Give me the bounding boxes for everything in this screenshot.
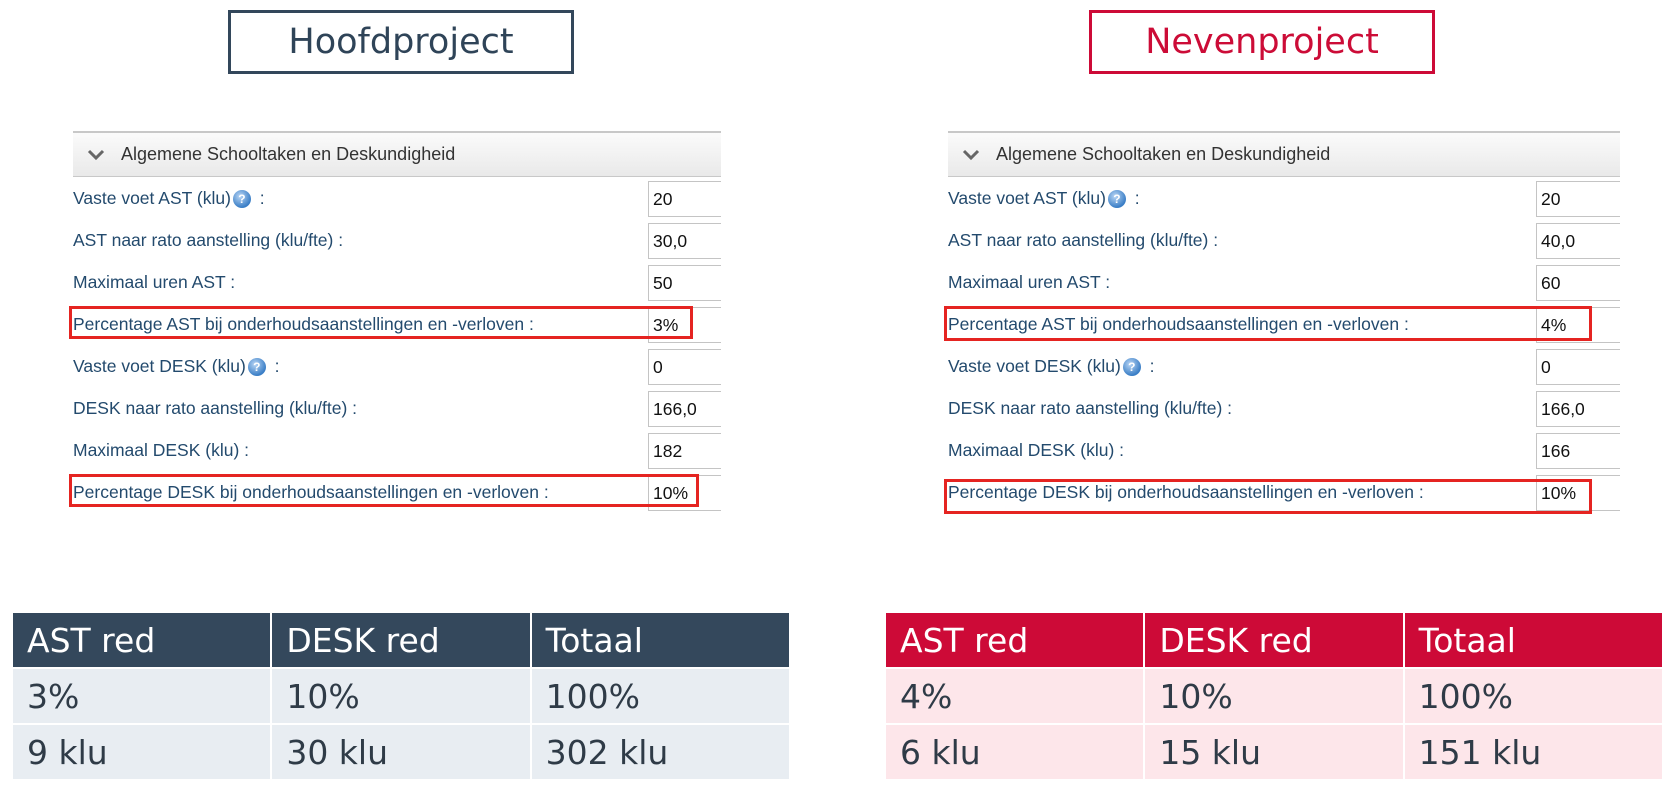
setting-value-field[interactable]: 166,0 [648, 391, 721, 427]
setting-label: Percentage DESK bij onderhoudsaanstellin… [948, 481, 1424, 502]
table-row: 4% 10% 100% [883, 667, 1665, 725]
setting-value-field[interactable]: 40,0 [1536, 223, 1620, 259]
setting-label: Maximaal uren AST : [73, 271, 236, 292]
setting-row-ast-naar-rato: AST naar rato aanstelling (klu/fte) : 30… [73, 219, 721, 261]
table-cell: 15 klu [1143, 723, 1405, 781]
setting-label: Percentage AST bij onderhoudsaanstelling… [73, 313, 534, 334]
column-header: AST red [10, 611, 273, 669]
help-icon[interactable]: ? [247, 357, 266, 376]
hoofdproject-title: Hoofdproject [228, 10, 574, 74]
setting-label: Maximaal DESK (klu) : [73, 439, 250, 460]
table-cell: 302 klu [529, 723, 792, 781]
panel-header-label: Algemene Schooltaken en Deskundigheid [121, 144, 456, 164]
nevenproject-summary-table: AST red DESK red Totaal 4% 10% 100% 6 kl… [883, 611, 1665, 781]
setting-value-field[interactable]: 10% [1536, 475, 1620, 511]
setting-label: Percentage DESK bij onderhoudsaanstellin… [73, 481, 549, 502]
setting-value-field[interactable]: 30,0 [648, 223, 721, 259]
table-header-row: AST red DESK red Totaal [10, 611, 792, 669]
table-row: 9 klu 30 klu 302 klu [10, 723, 792, 781]
nevenproject-title: Nevenproject [1089, 10, 1435, 74]
column-header: Totaal [1402, 611, 1665, 669]
setting-row-percentage-ast: Percentage AST bij onderhoudsaanstelling… [73, 303, 721, 345]
setting-row-vaste-voet-desk: Vaste voet DESK (klu)? : 0 [73, 345, 721, 387]
column-header: DESK red [1143, 611, 1405, 669]
panel-header-label: Algemene Schooltaken en Deskundigheid [996, 144, 1331, 164]
table-header-row: AST red DESK red Totaal [883, 611, 1665, 669]
setting-row-percentage-desk: Percentage DESK bij onderhoudsaanstellin… [73, 471, 721, 513]
setting-label: DESK naar rato aanstelling (klu/fte) : [73, 397, 358, 418]
table-cell: 100% [1402, 667, 1665, 725]
setting-row-vaste-voet-desk: Vaste voet DESK (klu)? : 0 [948, 345, 1620, 387]
setting-row-vaste-voet-ast: Vaste voet AST (klu)? : 20 [73, 177, 721, 219]
setting-row-desk-naar-rato: DESK naar rato aanstelling (klu/fte) : 1… [948, 387, 1620, 429]
setting-value-field[interactable]: 166,0 [1536, 391, 1620, 427]
setting-label: Maximaal DESK (klu) : [948, 439, 1125, 460]
help-icon[interactable]: ? [1122, 357, 1141, 376]
table-cell: 10% [1143, 667, 1405, 725]
column-header: AST red [883, 611, 1146, 669]
setting-row-desk-naar-rato: DESK naar rato aanstelling (klu/fte) : 1… [73, 387, 721, 429]
table-cell: 100% [529, 667, 792, 725]
setting-label: AST naar rato aanstelling (klu/fte) : [73, 229, 344, 250]
chevron-down-icon[interactable] [85, 144, 107, 166]
table-cell: 30 klu [270, 723, 532, 781]
setting-value-field[interactable]: 0 [1536, 349, 1620, 385]
help-icon[interactable]: ? [232, 189, 251, 208]
setting-row-ast-naar-rato: AST naar rato aanstelling (klu/fte) : 40… [948, 219, 1620, 261]
setting-row-maximaal-uren-ast: Maximaal uren AST : 60 [948, 261, 1620, 303]
setting-row-percentage-ast: Percentage AST bij onderhoudsaanstelling… [948, 303, 1620, 345]
table-row: 6 klu 15 klu 151 klu [883, 723, 1665, 781]
table-cell: 151 klu [1402, 723, 1665, 781]
panel-header[interactable]: Algemene Schooltaken en Deskundigheid [73, 131, 721, 177]
column-header: Totaal [529, 611, 792, 669]
setting-row-vaste-voet-ast: Vaste voet AST (klu)? : 20 [948, 177, 1620, 219]
table-row: 3% 10% 100% [10, 667, 792, 725]
setting-label: AST naar rato aanstelling (klu/fte) : [948, 229, 1219, 250]
setting-value-field[interactable]: 4% [1536, 307, 1620, 343]
setting-value-field[interactable]: 60 [1536, 265, 1620, 301]
setting-value-field[interactable]: 50 [648, 265, 721, 301]
setting-label: Vaste voet DESK (klu)? : [948, 355, 1155, 376]
setting-row-maximaal-uren-ast: Maximaal uren AST : 50 [73, 261, 721, 303]
setting-value-field[interactable]: 0 [648, 349, 721, 385]
help-icon[interactable]: ? [1107, 189, 1126, 208]
table-cell: 9 klu [10, 723, 273, 781]
setting-value-field[interactable]: 3% [648, 307, 721, 343]
setting-label: DESK naar rato aanstelling (klu/fte) : [948, 397, 1233, 418]
table-cell: 3% [10, 667, 273, 725]
setting-value-field[interactable]: 182 [648, 433, 721, 469]
setting-row-maximaal-desk: Maximaal DESK (klu) : 182 [73, 429, 721, 471]
setting-value-field[interactable]: 20 [648, 181, 721, 217]
chevron-down-icon[interactable] [960, 144, 982, 166]
table-cell: 10% [270, 667, 532, 725]
setting-label: Maximaal uren AST : [948, 271, 1111, 292]
panel-header[interactable]: Algemene Schooltaken en Deskundigheid [948, 131, 1620, 177]
setting-value-field[interactable]: 20 [1536, 181, 1620, 217]
setting-value-field[interactable]: 166 [1536, 433, 1620, 469]
setting-label: Percentage AST bij onderhoudsaanstelling… [948, 313, 1409, 334]
setting-label: Vaste voet DESK (klu)? : [73, 355, 280, 376]
hoofdproject-summary-table: AST red DESK red Totaal 3% 10% 100% 9 kl… [10, 611, 792, 781]
column-header: DESK red [270, 611, 532, 669]
setting-label: Vaste voet AST (klu)? : [73, 187, 265, 208]
table-cell: 6 klu [883, 723, 1146, 781]
table-cell: 4% [883, 667, 1146, 725]
hoofdproject-settings-panel: Algemene Schooltaken en Deskundigheid Va… [73, 131, 721, 515]
setting-row-percentage-desk: Percentage DESK bij onderhoudsaanstellin… [948, 471, 1620, 513]
setting-value-field[interactable]: 10% [648, 475, 721, 511]
setting-label: Vaste voet AST (klu)? : [948, 187, 1140, 208]
nevenproject-settings-panel: Algemene Schooltaken en Deskundigheid Va… [948, 131, 1620, 515]
setting-row-maximaal-desk: Maximaal DESK (klu) : 166 [948, 429, 1620, 471]
